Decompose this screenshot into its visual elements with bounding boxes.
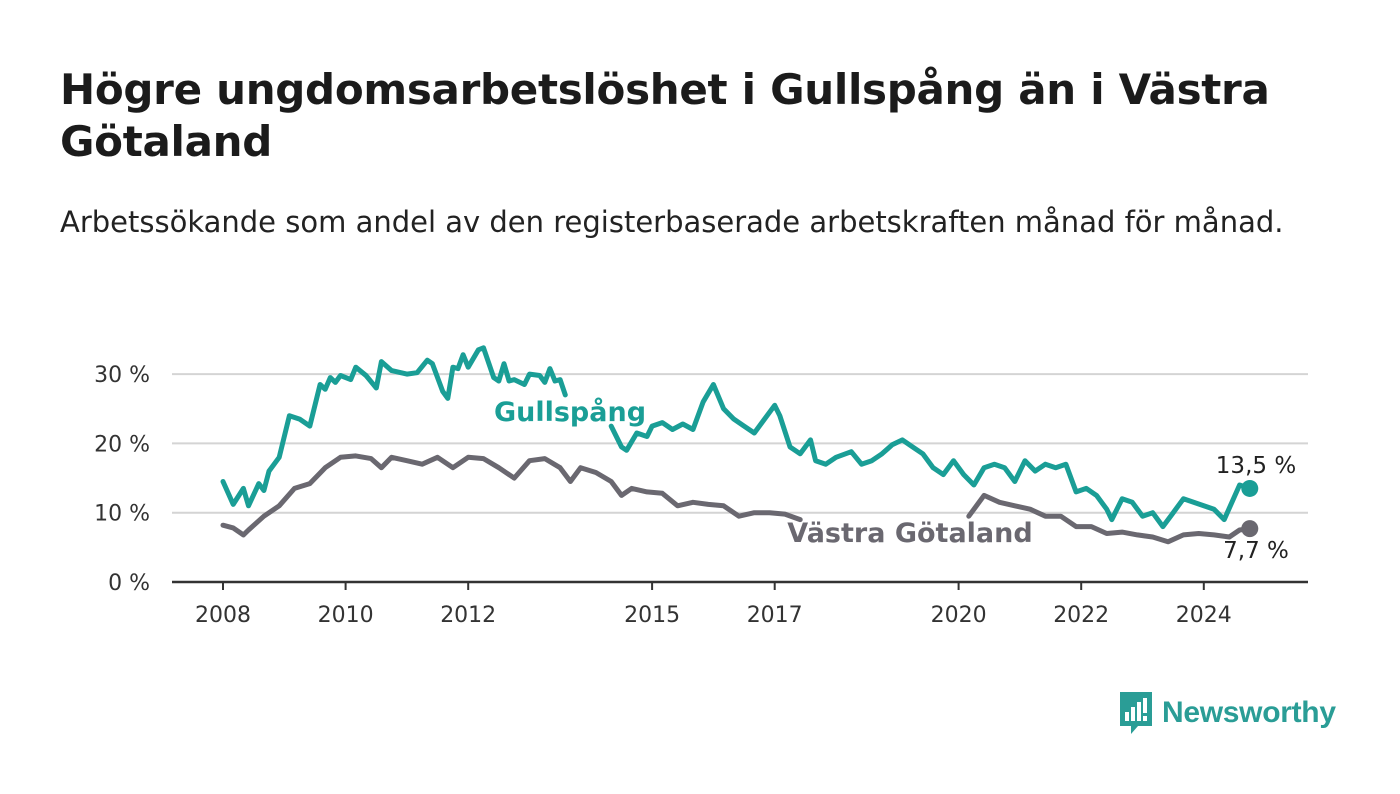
- series-end-point-v-stra-g-taland: [1241, 520, 1259, 538]
- series-end-point-gullsp-ng: [1241, 479, 1259, 497]
- series-line-gullsp-ng: [220, 345, 1253, 530]
- x-tick-label: 2017: [747, 603, 803, 628]
- series-lines: [220, 345, 1259, 545]
- page-title: Högre ungdomsarbetslöshet i Gullspång än…: [60, 65, 1270, 166]
- x-tick-label: 2022: [1053, 603, 1109, 628]
- series-label-gullsp-ng: Gullspång: [494, 396, 646, 428]
- page-subtitle: Arbetssökande som andel av den registerb…: [60, 205, 1284, 239]
- series-end-label-v-stra-g-taland: 7,7 %: [1223, 538, 1289, 564]
- series-label-v-stra-g-taland: Västra Götaland: [787, 518, 1032, 549]
- x-tick-label: 2015: [624, 603, 680, 628]
- series-labels: Gullspång 13,5 % Västra Götaland 7,7 %: [494, 396, 1296, 564]
- gridlines: [172, 373, 1308, 514]
- y-tick-label: 20 %: [94, 432, 150, 457]
- series-end-label-gullsp-ng: 13,5 %: [1216, 453, 1296, 479]
- x-tick-label: 2012: [440, 603, 496, 628]
- x-tick-label: 2008: [195, 603, 251, 628]
- brand-logo[interactable]: Newsworthy: [1118, 690, 1336, 736]
- x-tick-label: 2010: [318, 603, 374, 628]
- x-tick-label: 2020: [931, 603, 987, 628]
- y-tick-label: 30 %: [94, 363, 150, 388]
- chart-bars-icon: [1120, 692, 1152, 734]
- brand-name: Newsworthy: [1162, 696, 1336, 729]
- y-axis-ticks: 0 % 10 % 20 % 30 %: [94, 363, 150, 596]
- y-tick-label: 10 %: [94, 502, 150, 527]
- y-tick-label: 0 %: [108, 571, 150, 596]
- x-axis: 2008 2010 2012 2015 2017 2020 2022 2024: [172, 580, 1308, 628]
- series-line-v-stra-g-taland: [220, 453, 1253, 545]
- x-tick-label: 2024: [1176, 603, 1232, 628]
